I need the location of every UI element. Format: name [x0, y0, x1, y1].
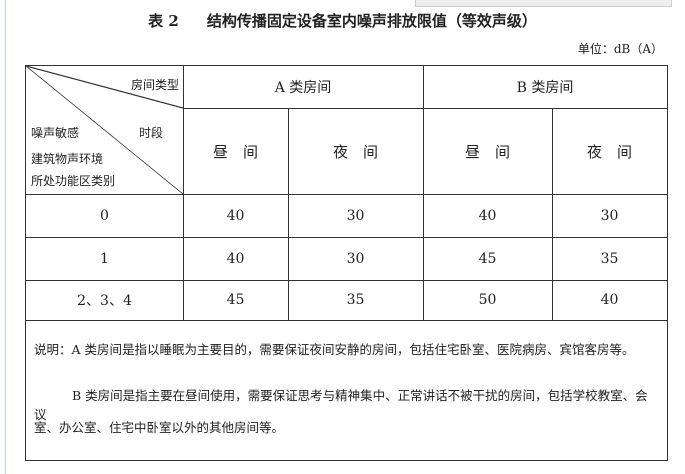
- cell: 40: [226, 207, 245, 224]
- top-toolbar-fragment: [415, 0, 672, 7]
- table-title: 表 2 结构传播固定设备室内噪声排放限值（等效声级）: [0, 10, 685, 31]
- period-a-day: 昼 间: [212, 142, 258, 161]
- period-b-night: 夜 间: [586, 142, 632, 161]
- cell: 40: [478, 207, 497, 224]
- corner-row-1: 噪声敏感: [31, 126, 80, 140]
- row-label: 2、3、4: [77, 293, 132, 309]
- corner-row-2: 建筑物声环境: [31, 152, 104, 166]
- period-a-night: 夜 间: [332, 142, 378, 161]
- group-b-rooms: B 类房间: [516, 80, 574, 96]
- left-margin-line: [5, 0, 6, 474]
- cell: 40: [600, 292, 619, 308]
- cell: 40: [226, 250, 245, 267]
- note-line-1: 说明：A 类房间是指以睡眠为主要目的，需要保证夜间安静的房间，包括住宅卧室、医院…: [34, 342, 635, 357]
- note-line-2: B 类房间是指主要在昼间使用，需要保证思考与精神集中、正常讲话不被干扰的房间，包…: [34, 388, 648, 422]
- row-label: 0: [100, 207, 109, 224]
- noise-limit-table: 房间类型 时段 噪声敏感 建筑物声环境 所处功能区类别 A 类房间 B 类房间 …: [25, 65, 668, 461]
- table-number: 表 2: [148, 12, 179, 30]
- cell: 45: [226, 292, 245, 308]
- corner-room-type: 房间类型: [130, 78, 179, 92]
- group-a-rooms: A 类房间: [274, 80, 332, 96]
- cell: 50: [478, 292, 497, 308]
- corner-row-3: 所处功能区类别: [31, 174, 116, 188]
- diagonal-header-lines: [26, 66, 183, 194]
- period-b-day: 昼 间: [464, 142, 510, 161]
- row-label: 1: [100, 250, 109, 267]
- corner-period: 时段: [139, 126, 164, 140]
- cell: 30: [346, 207, 365, 224]
- cell: 35: [346, 292, 365, 308]
- cell: 30: [346, 250, 365, 267]
- table-caption: 结构传播固定设备室内噪声排放限值（等效声级）: [206, 12, 537, 30]
- unit-label: 单位：dB（A）: [577, 42, 663, 56]
- cell: 35: [600, 250, 619, 267]
- note-line-3: 室、办公室、住宅中卧室以外的其他房间等。: [34, 420, 285, 435]
- cell: 45: [478, 250, 497, 267]
- cell: 30: [600, 207, 619, 224]
